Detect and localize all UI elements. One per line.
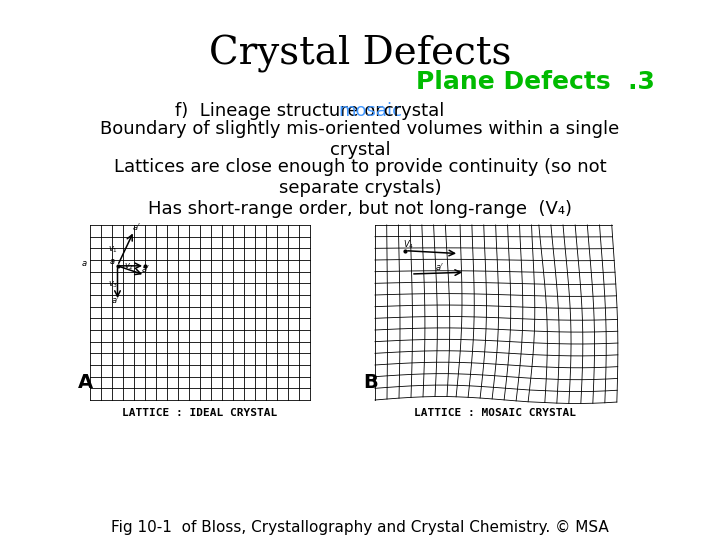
Text: crystal: crystal xyxy=(378,102,444,120)
Text: A: A xyxy=(78,373,93,392)
Text: $v_1$: $v_1$ xyxy=(107,245,117,255)
Text: mosaic: mosaic xyxy=(338,102,402,120)
Text: Lattices are close enough to provide continuity (so not
separate crystals): Lattices are close enough to provide con… xyxy=(114,158,606,197)
Text: $a'$: $a'$ xyxy=(140,262,150,274)
Text: LATTICE : IDEAL CRYSTAL: LATTICE : IDEAL CRYSTAL xyxy=(122,408,278,418)
Text: Fig 10-1  of Bloss, Crystallography and Crystal Chemistry. © MSA: Fig 10-1 of Bloss, Crystallography and C… xyxy=(111,520,609,535)
Text: Boundary of slightly mis-oriented volumes within a single
crystal: Boundary of slightly mis-oriented volume… xyxy=(100,120,620,159)
Text: Crystal Defects: Crystal Defects xyxy=(209,35,511,73)
Text: LATTICE : MOSAIC CRYSTAL: LATTICE : MOSAIC CRYSTAL xyxy=(414,408,576,418)
Text: Has short-range order, but not long-range  (V₄): Has short-range order, but not long-rang… xyxy=(148,200,572,218)
Text: $a'$: $a'$ xyxy=(435,261,444,272)
Text: Plane Defects  .3: Plane Defects .3 xyxy=(416,70,655,94)
Text: $v_2$: $v_2$ xyxy=(124,261,134,272)
Text: $a$: $a$ xyxy=(81,259,88,268)
Text: f)  Lineage structure or: f) Lineage structure or xyxy=(175,102,389,120)
Text: $a'$: $a'$ xyxy=(132,221,141,232)
Text: $a$: $a$ xyxy=(109,257,115,266)
Text: $V_4$: $V_4$ xyxy=(402,239,414,251)
Text: $v_3$: $v_3$ xyxy=(107,280,118,291)
Text: $a'$: $a'$ xyxy=(111,294,120,305)
Text: B: B xyxy=(363,373,378,392)
